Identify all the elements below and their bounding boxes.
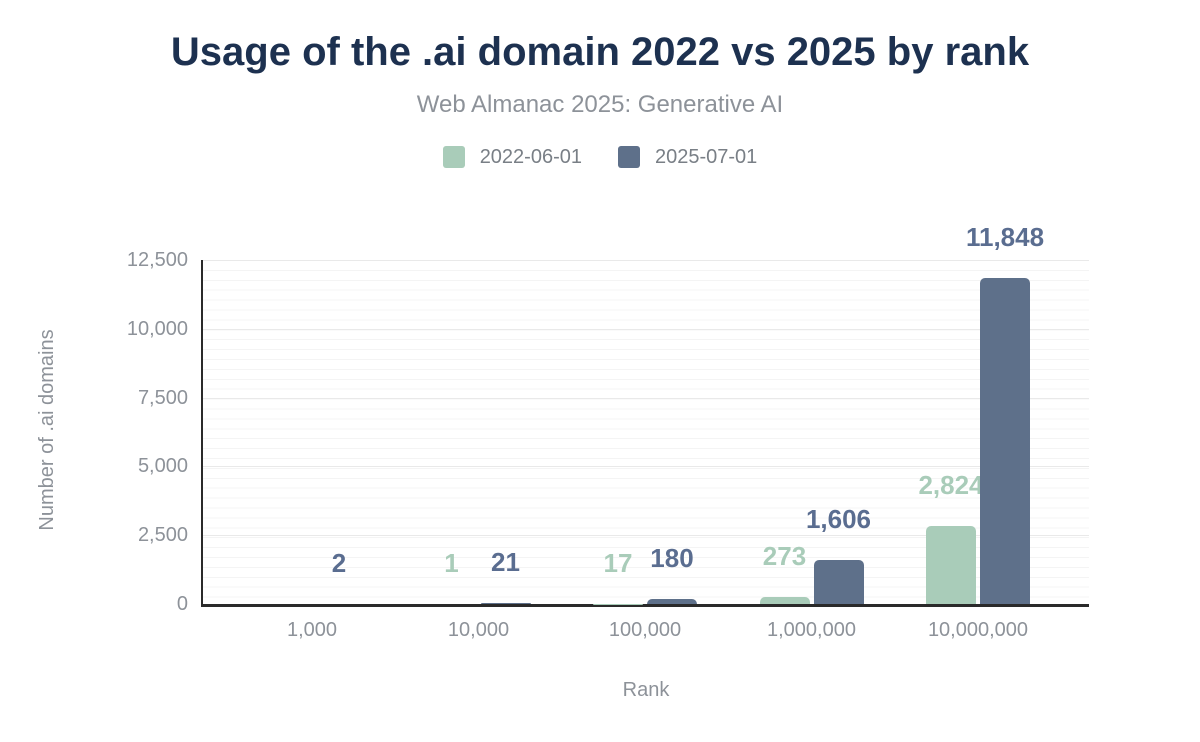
data-label-2025-07-01-100,000: 180 [650, 543, 694, 574]
x-tick-label: 100,000 [608, 619, 682, 641]
y-tick-label: 0 [176, 593, 188, 615]
data-label-2022-06-01-1,000,000: 273 [762, 540, 807, 571]
bar-2025-07-01-100,000[interactable] [647, 599, 697, 604]
data-label-2025-07-01-1,000: 2 [331, 547, 347, 578]
data-label-2025-07-01-1,000,000: 1,606 [805, 503, 872, 534]
bar-2022-06-01-1,000,000[interactable] [759, 596, 810, 604]
plot-area: 2 1 21 17 180 273 1,606 2,824 11,848 [201, 224, 1089, 607]
legend-label: 2022-06-01 [479, 145, 582, 168]
legend-item-2025-07-01[interactable]: 2025-07-01 [618, 146, 757, 169]
y-tick-label: 7,500 [137, 386, 188, 409]
x-tick-label: 10,000,000 [927, 619, 1029, 641]
gridline-major [203, 328, 1089, 330]
legend-swatch-icon [442, 146, 465, 168]
x-tick-label: 1,000,000 [767, 619, 856, 641]
bar-2025-07-01-1,000,000[interactable] [813, 559, 864, 604]
chart-subtitle: Web Almanac 2025: Generative AI [416, 91, 784, 118]
x-tick-label: 1,000 [286, 619, 338, 641]
data-label-2025-07-01-10,000: 21 [491, 547, 520, 578]
legend-label: 2025-07-01 [655, 145, 758, 168]
bar-2025-07-01-10,000,000[interactable] [980, 277, 1030, 604]
y-tick-label: 12,500 [126, 249, 188, 271]
data-label-2022-06-01-100,000: 17 [603, 547, 633, 578]
data-label-2022-06-01-10,000: 1 [444, 547, 459, 578]
y-tick-label: 5,000 [137, 455, 188, 478]
bar-2022-06-01-10,000,000[interactable] [926, 526, 976, 604]
legend-swatch-icon [618, 146, 640, 168]
x-axis-title: Rank [622, 679, 670, 701]
gridline-major [203, 397, 1089, 399]
y-tick-label: 2,500 [137, 524, 188, 547]
x-tick-label: 10,000 [447, 619, 510, 641]
legend: 2022-06-01 2025-07-01 [0, 144, 1200, 170]
legend-item-2022-06-01[interactable]: 2022-06-01 [442, 145, 582, 169]
gridline-major [203, 260, 1089, 261]
y-tick-label: 10,000 [126, 317, 188, 340]
y-axis-title: Number of .ai domains [36, 329, 58, 531]
bar-2025-07-01-10,000[interactable] [480, 603, 531, 604]
chart-title: Usage of the .ai domain 2022 vs 2025 by … [170, 30, 1030, 74]
gridline-major [203, 535, 1089, 537]
data-label-2022-06-01-10,000,000: 2,824 [918, 470, 984, 501]
gridline-major [203, 466, 1089, 468]
data-label-2025-07-01-10,000,000: 11,848 [965, 221, 1045, 252]
